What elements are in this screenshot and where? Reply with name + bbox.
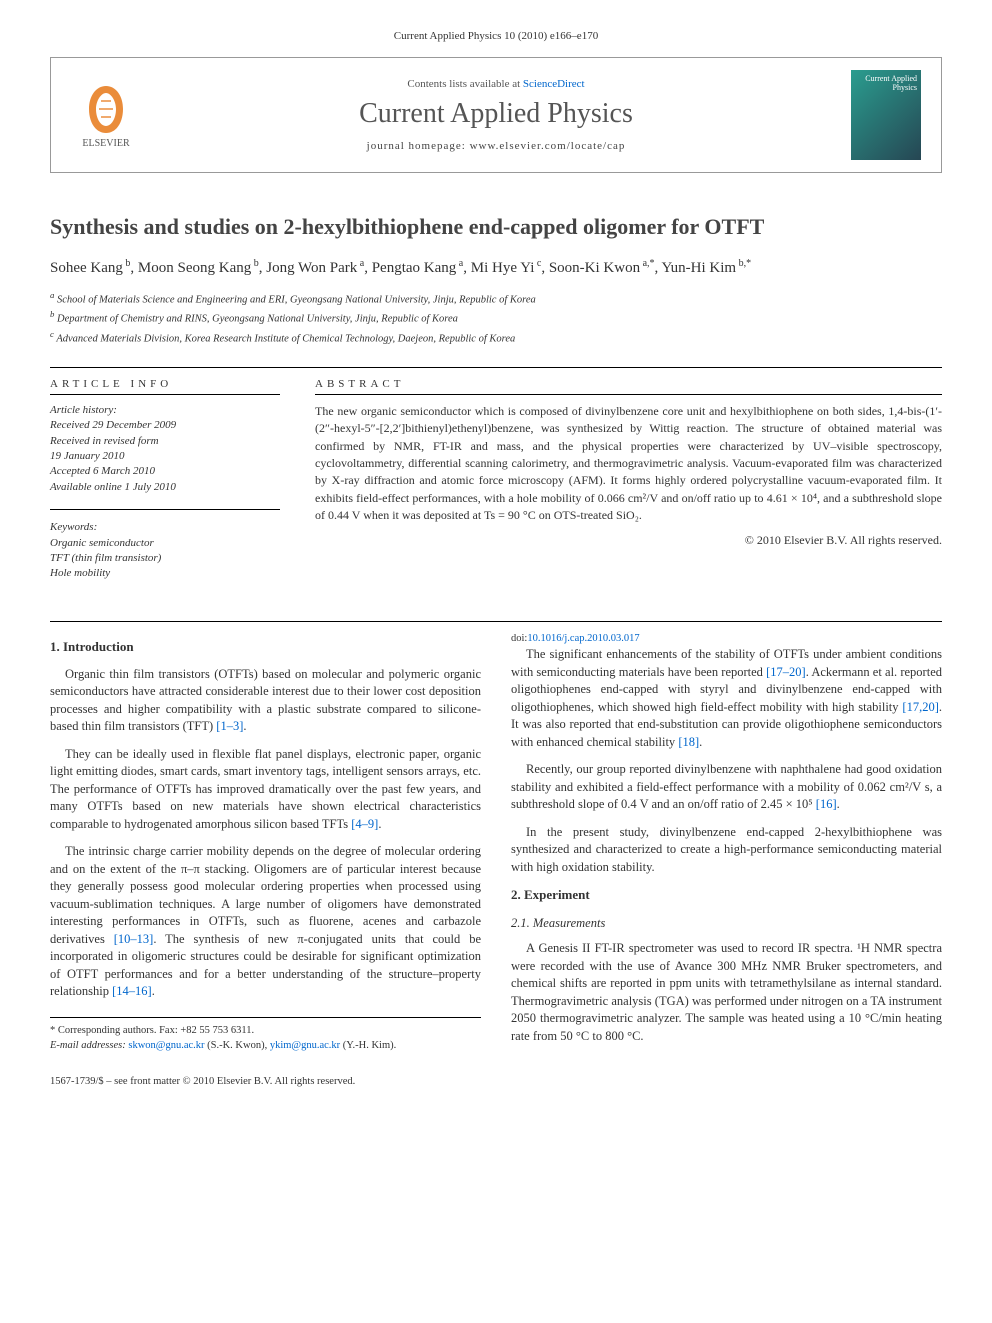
keyword-line: Hole mobility [50,566,280,581]
affiliation-line: b Department of Chemistry and RINS, Gyeo… [50,308,942,327]
history-line: Available online 1 July 2010 [50,480,280,495]
body-paragraph: A Genesis II FT-IR spectrometer was used… [511,940,942,1045]
citation-link[interactable]: [4–9] [351,817,378,831]
elsevier-logo: ELSEVIER [71,75,141,155]
issn-line: 1567-1739/$ – see front matter © 2010 El… [50,1075,481,1090]
body-paragraph: The intrinsic charge carrier mobility de… [50,843,481,1001]
body-paragraph: The significant enhancements of the stab… [511,646,942,751]
journal-name: Current Applied Physics [141,98,851,130]
publisher-name: ELSEVIER [82,138,129,149]
divider [50,367,942,368]
authors-list: Sohee Kang b, Moon Seong Kang b, Jong Wo… [50,256,942,280]
affiliation-line: c Advanced Materials Division, Korea Res… [50,328,942,347]
doi-line: doi:10.1016/j.cap.2010.03.017 [511,632,942,647]
section-experiment: 2. Experiment [511,886,942,904]
divider [50,621,942,622]
affiliation-line: a School of Materials Science and Engine… [50,289,942,308]
emails-line: E-mail addresses: skwon@gnu.ac.kr (S.-K.… [50,1039,481,1054]
doi-link[interactable]: 10.1016/j.cap.2010.03.017 [527,633,639,644]
abstract-copyright: © 2010 Elsevier B.V. All rights reserved… [315,533,942,548]
article-info-column: ARTICLE INFO Article history: Received 2… [50,378,280,596]
journal-cover-thumbnail: Current Applied Physics [851,70,921,160]
homepage-label: journal homepage: [367,140,470,152]
history-line: Accepted 6 March 2010 [50,464,280,479]
abstract-column: ABSTRACT The new organic semiconductor w… [315,378,942,596]
abstract-text: The new organic semiconductor which is c… [315,403,942,525]
body-paragraph: Organic thin film transistors (OTFTs) ba… [50,666,481,736]
contents-prefix: Contents lists available at [407,78,522,90]
body-text: 1. Introduction Organic thin film transi… [50,632,942,1090]
corresponding-footer: * Corresponding authors. Fax: +82 55 753… [50,1017,481,1053]
email-link[interactable]: skwon@gnu.ac.kr [128,1040,204,1051]
homepage-url: www.elsevier.com/locate/cap [470,140,626,152]
citation-link[interactable]: [18] [678,735,699,749]
article-title: Synthesis and studies on 2-hexylbithioph… [50,213,942,242]
body-paragraph: In the present study, divinylbenzene end… [511,824,942,877]
citation-link[interactable]: [17–20] [766,665,806,679]
history-line: Received 29 December 2009 [50,418,280,433]
corresponding-line: * Corresponding authors. Fax: +82 55 753… [50,1024,481,1039]
citation-link[interactable]: [17,20] [902,700,938,714]
citation-link[interactable]: [14–16] [112,984,152,998]
subsection-measurements: 2.1. Measurements [511,915,942,933]
keywords-block: Keywords: Organic semiconductorTFT (thin… [50,520,280,582]
article-info-heading: ARTICLE INFO [50,378,280,395]
email-link[interactable]: ykim@gnu.ac.kr [270,1040,340,1051]
sciencedirect-link[interactable]: ScienceDirect [523,78,585,90]
article-history: Article history: Received 29 December 20… [50,403,280,495]
header-center: Contents lists available at ScienceDirec… [141,78,851,152]
affiliations: a School of Materials Science and Engine… [50,289,942,347]
keywords-head: Keywords: [50,520,280,535]
abstract-heading: ABSTRACT [315,378,942,395]
citation-link[interactable]: [10–13] [114,932,154,946]
info-divider [50,509,280,510]
contents-available: Contents lists available at ScienceDirec… [141,78,851,90]
history-head: Article history: [50,403,280,418]
section-introduction: 1. Introduction [50,638,481,656]
journal-header: ELSEVIER Contents lists available at Sci… [50,57,942,173]
body-paragraph: They can be ideally used in flexible fla… [50,746,481,834]
history-line: 19 January 2010 [50,449,280,464]
keyword-line: Organic semiconductor [50,536,280,551]
journal-homepage: journal homepage: www.elsevier.com/locat… [141,140,851,152]
header-citation: Current Applied Physics 10 (2010) e166–e… [50,30,942,42]
history-line: Received in revised form [50,434,280,449]
citation-link[interactable]: [1–3] [216,719,243,733]
body-paragraph: Recently, our group reported divinylbenz… [511,761,942,814]
citation-link[interactable]: [16] [816,797,837,811]
info-abstract-row: ARTICLE INFO Article history: Received 2… [50,378,942,596]
keyword-line: TFT (thin film transistor) [50,551,280,566]
